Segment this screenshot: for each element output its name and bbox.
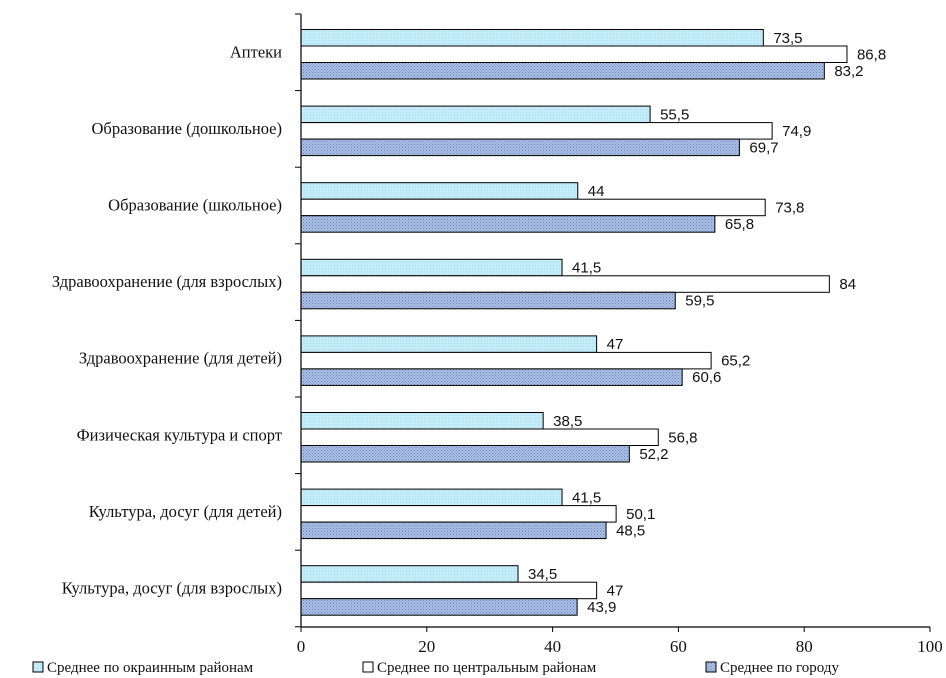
data-label: 83,2 bbox=[834, 63, 863, 80]
bar bbox=[300, 565, 519, 583]
category-label: Физическая культура и спорт bbox=[77, 425, 282, 444]
data-label: 41,5 bbox=[572, 260, 601, 277]
bar bbox=[300, 368, 683, 386]
category-label: Культура, досуг (для детей) bbox=[89, 502, 282, 521]
data-label: 52,2 bbox=[639, 446, 668, 463]
bar bbox=[300, 412, 544, 430]
legend-swatch bbox=[362, 661, 374, 673]
x-tick-label: 40 bbox=[544, 637, 561, 656]
category-label: Культура, досуг (для взрослых) bbox=[62, 579, 282, 598]
bars-layer bbox=[300, 29, 848, 616]
data-label: 65,8 bbox=[725, 216, 754, 233]
x-tick-label: 80 bbox=[796, 637, 813, 656]
bar bbox=[300, 215, 716, 233]
bar bbox=[300, 488, 563, 507]
data-label: 48,5 bbox=[616, 522, 645, 539]
legend-swatch bbox=[32, 661, 44, 673]
data-labels-layer: Аптеки 73,5 86,883,2 Образование (дошкольно… bbox=[52, 30, 886, 616]
category-label: Здравоохранение (для взрослых) bbox=[52, 272, 282, 291]
bar bbox=[300, 29, 764, 47]
category-label: Аптеки bbox=[230, 42, 282, 61]
data-label: 55,5 bbox=[660, 106, 689, 123]
bar bbox=[300, 182, 579, 200]
data-label: 44 bbox=[588, 183, 605, 200]
data-label: 47 bbox=[607, 582, 624, 599]
data-label: 34,5 bbox=[528, 566, 557, 583]
bar bbox=[300, 62, 825, 80]
bar bbox=[300, 428, 659, 446]
x-tick-label: 60 bbox=[670, 637, 687, 656]
bar bbox=[300, 45, 848, 63]
data-label: 73,5 bbox=[773, 30, 802, 47]
legend-swatch bbox=[705, 661, 717, 673]
legend-label: Среднее по городу bbox=[720, 660, 839, 676]
bar bbox=[300, 275, 830, 293]
x-tick-label: 20 bbox=[418, 637, 435, 656]
data-label: 84 bbox=[839, 276, 856, 293]
category-label: Образование (дошкольное) bbox=[92, 119, 282, 138]
data-label: 74,9 bbox=[782, 123, 811, 140]
data-label: 43,9 bbox=[587, 599, 616, 616]
bar bbox=[300, 598, 578, 616]
bar bbox=[300, 198, 766, 217]
bar bbox=[300, 138, 740, 157]
category-label: Образование (школьное) bbox=[108, 196, 282, 215]
data-label: 60,6 bbox=[692, 369, 721, 386]
bar bbox=[300, 521, 607, 540]
data-label: 50,1 bbox=[626, 506, 655, 523]
data-label: 86,8 bbox=[857, 46, 886, 63]
legend-label: Среднее по окраинным районам bbox=[47, 660, 254, 676]
bar bbox=[300, 291, 676, 310]
legend-label: Среднее по центральным районам bbox=[377, 660, 597, 676]
bar bbox=[300, 445, 630, 463]
data-label: 41,5 bbox=[572, 489, 601, 506]
bar bbox=[300, 581, 598, 600]
data-label: 69,7 bbox=[749, 139, 778, 156]
data-label: 73,8 bbox=[775, 199, 804, 216]
legend: Среднее по окраинным районам Среднее по ц… bbox=[32, 660, 839, 676]
bar bbox=[300, 122, 773, 140]
data-label: 65,2 bbox=[721, 353, 750, 370]
bar bbox=[300, 505, 617, 523]
bar bbox=[300, 258, 563, 277]
bar bbox=[300, 351, 712, 370]
data-label: 59,5 bbox=[685, 293, 714, 310]
bar bbox=[300, 105, 651, 124]
data-label: 47 bbox=[607, 336, 624, 353]
axes: 0 20 40 60 80 100 bbox=[295, 13, 943, 656]
x-tick-label: 0 bbox=[297, 637, 306, 656]
data-label: 56,8 bbox=[668, 429, 697, 446]
category-label: Здравоохранение (для детей) bbox=[79, 349, 282, 368]
x-tick-label: 100 bbox=[917, 637, 943, 656]
data-label: 38,5 bbox=[553, 413, 582, 430]
bar bbox=[300, 335, 598, 353]
